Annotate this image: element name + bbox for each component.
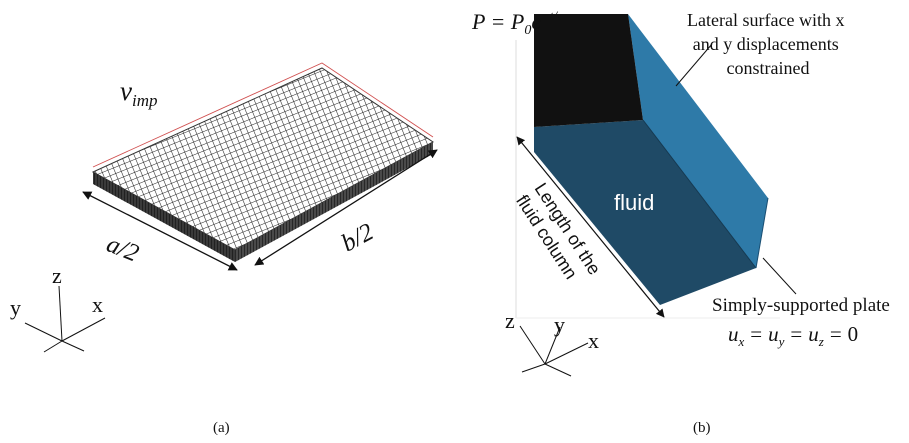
- fluid-side-face: [628, 14, 768, 268]
- dim-b-arrow: [254, 149, 438, 266]
- plate-boundary-red: [92, 62, 434, 168]
- panel-b: P = P0e−t/τ Lateral surface with x and y…: [471, 8, 890, 436]
- pressure-equation: P = P0e−t/τ: [471, 8, 563, 38]
- dim-b-label: b/2: [337, 218, 378, 257]
- lateral-leader-line: [675, 43, 713, 87]
- velocity-label: vimp: [120, 76, 157, 110]
- support-equation: ux = uy = uz = 0: [728, 322, 858, 349]
- length-arrow: [516, 136, 665, 318]
- dim-a-arrow: [82, 191, 238, 271]
- caption-a: (a): [213, 420, 230, 436]
- lateral-surface-label: Lateral surface with x and y displacemen…: [687, 10, 849, 78]
- axis-z-a: z: [52, 263, 62, 288]
- axis-z-b: z: [505, 308, 515, 333]
- dim-a-label: a/2: [103, 231, 143, 268]
- fluid-label: fluid: [614, 190, 654, 215]
- axis-y-b: y: [554, 312, 565, 337]
- support-leader-line: [762, 257, 797, 295]
- axis-y-a: y: [10, 295, 21, 320]
- axes-triad-a: z y x: [10, 263, 106, 353]
- support-label: Simply-supported plate: [712, 295, 890, 316]
- axes-triad-b: z y x: [505, 308, 599, 377]
- axis-x-a: x: [92, 292, 103, 317]
- caption-b: (b): [693, 420, 711, 436]
- axis-x-b: x: [588, 328, 599, 353]
- panel-a: vimp a/2 b/2 z y x (a): [10, 62, 438, 436]
